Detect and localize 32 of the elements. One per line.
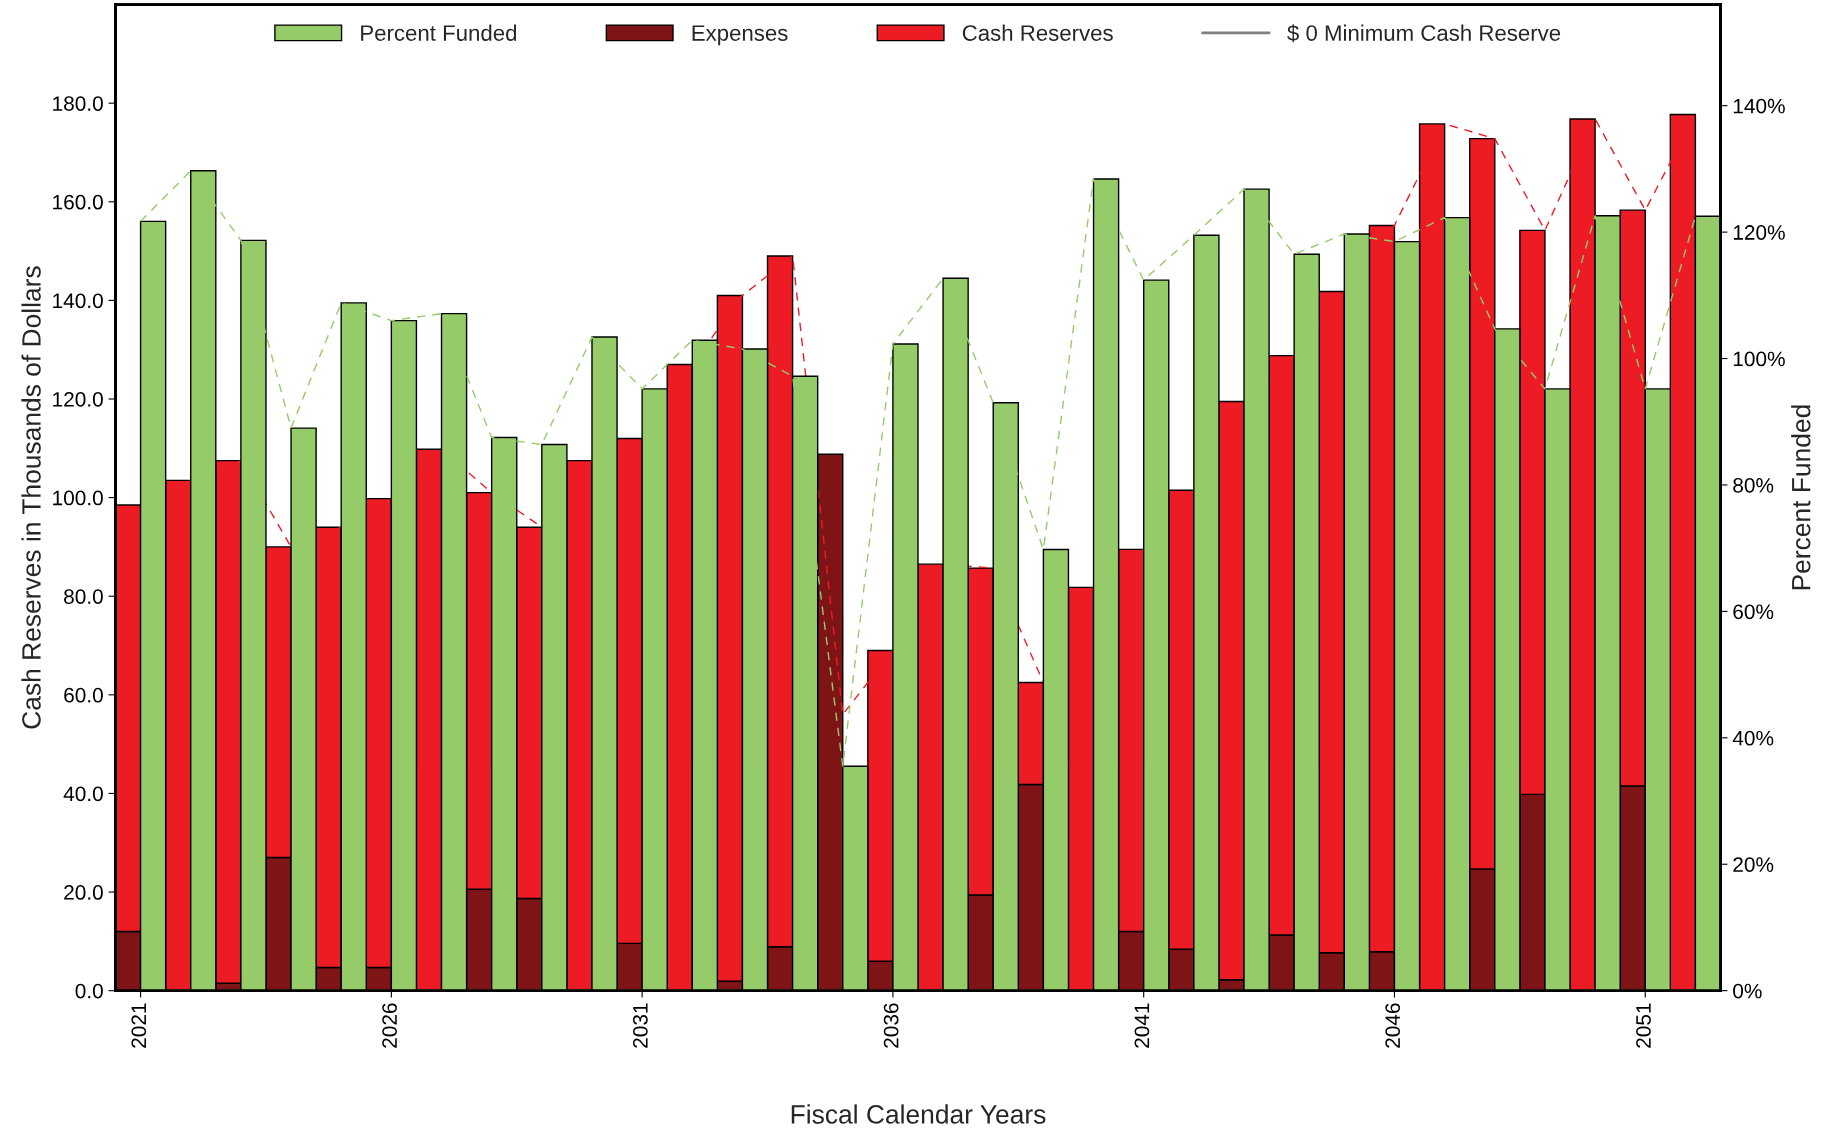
x-tick-label: 2046 xyxy=(1385,1003,1401,1048)
y-tick-label: 100.0 xyxy=(53,490,103,506)
x-tick-label: 2026 xyxy=(382,1003,397,1048)
y-tick-label: 80.0 xyxy=(64,589,103,604)
y2-tick-label: 20% xyxy=(1733,857,1774,872)
x-tick-label: 2021 xyxy=(131,1003,147,1048)
y-tick-label: 140.0 xyxy=(53,293,103,309)
y2-tick-label: 120% xyxy=(1733,225,1785,240)
y2-tick-label: 80% xyxy=(1733,477,1774,493)
x-tick-label: 2051 xyxy=(1636,1003,1651,1048)
y-tick-label: 120.0 xyxy=(53,392,103,407)
x-tick-label: 2041 xyxy=(1134,1003,1150,1048)
y-tick-label: 20.0 xyxy=(64,885,103,900)
legend-label: Percent Funded xyxy=(361,24,517,41)
y-tick-label: 180.0 xyxy=(53,96,103,111)
legend-label: $ 0 Minimum Cash Reserve xyxy=(1287,24,1561,43)
y2-tick-label: 100% xyxy=(1733,351,1785,367)
y-tick-label: 160.0 xyxy=(53,194,103,210)
y-tick-label: 0.0 xyxy=(75,983,103,999)
y2-axis-title: Percent Funded xyxy=(1791,405,1811,590)
y-axis-title: Cash Reserves in Thousands of Dollars xyxy=(21,266,41,729)
y2-tick-label: 0% xyxy=(1733,983,1762,999)
x-axis-title: Fiscal Calendar Years xyxy=(791,1104,1046,1124)
x-tick-label: 2036 xyxy=(883,1003,899,1048)
x-tick-label: 2031 xyxy=(632,1003,648,1048)
y2-tick-label: 140% xyxy=(1733,98,1785,114)
y2-tick-label: 60% xyxy=(1733,604,1774,620)
legend-label: Cash Reserves xyxy=(962,24,1113,41)
y-tick-label: 40.0 xyxy=(63,786,103,802)
legend-label: Expenses xyxy=(692,25,788,46)
y2-tick-label: 40% xyxy=(1732,730,1774,746)
y-tick-label: 60.0 xyxy=(64,687,103,703)
